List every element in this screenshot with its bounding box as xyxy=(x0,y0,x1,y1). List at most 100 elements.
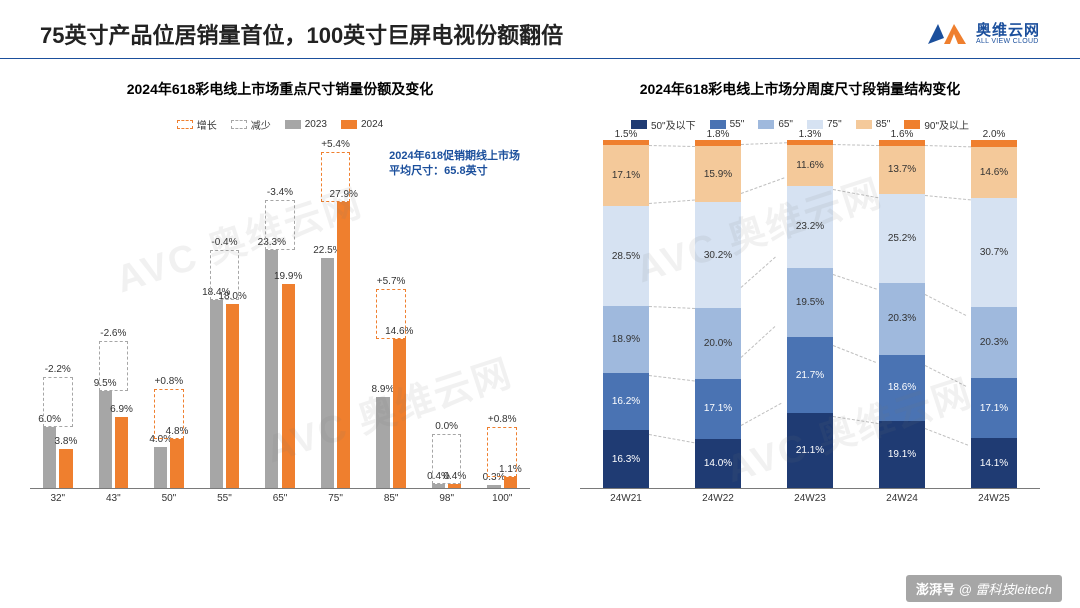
stack-seg-s65: 20.3% xyxy=(971,307,1017,379)
bar-2024-label: 1.1% xyxy=(499,464,522,475)
stack-seg-s85: 11.6% xyxy=(787,145,833,186)
bar-2023 xyxy=(210,300,223,488)
legend-item: 65" xyxy=(758,117,793,132)
x-tick-label: 24W21 xyxy=(580,489,672,510)
bar-2024 xyxy=(115,417,128,488)
stack-connector xyxy=(649,434,694,443)
legend-item: 减少 xyxy=(231,117,271,132)
legend-swatch xyxy=(285,120,301,129)
stacked-column: 14.0%17.1%20.0%30.2%15.9%1.8% xyxy=(695,140,741,488)
x-tick-label: 100" xyxy=(475,489,531,510)
stack-connector xyxy=(741,177,785,194)
stack-connector xyxy=(925,428,968,446)
left-chart-title: 2024年618彩电线上市场重点尺寸销量份额及变化 xyxy=(30,79,530,99)
left-x-axis: 32"43"50"55"65"75"85"98"100" xyxy=(30,488,530,510)
stack-seg-label: 19.1% xyxy=(888,449,916,460)
stack-seg-s65: 20.3% xyxy=(879,283,925,355)
x-tick-label: 24W23 xyxy=(764,489,856,510)
logo-en: ALL VIEW CLOUD xyxy=(976,38,1040,45)
left-chart-legend: 增长减少20232024 xyxy=(30,117,530,132)
credit-handle: @ 雷科技leitech xyxy=(959,582,1052,597)
legend-label: 90"及以上 xyxy=(924,117,969,132)
stack-seg-label: 20.3% xyxy=(980,337,1008,348)
stack-connector xyxy=(925,195,971,200)
stack-connector xyxy=(649,145,695,147)
x-tick-label: 32" xyxy=(30,489,86,510)
stack-seg-ge90: 2.0% xyxy=(971,140,1017,147)
stack-seg-label: 1.6% xyxy=(891,129,914,140)
stack-seg-s65: 19.5% xyxy=(787,268,833,337)
stack-connector xyxy=(649,375,695,381)
stacked-column: 19.1%18.6%20.3%25.2%13.7%1.6% xyxy=(879,140,925,488)
stack-seg-label: 23.2% xyxy=(796,221,824,232)
stack-seg-s75: 23.2% xyxy=(787,186,833,268)
logo-cn: 奥维云网 xyxy=(976,23,1040,38)
stack-seg-label: 21.1% xyxy=(796,445,824,456)
stack-seg-label: 20.0% xyxy=(704,338,732,349)
legend-item: 2024 xyxy=(341,117,383,132)
left-chart-plot: 6.0%3.8%-2.2%9.5%6.9%-2.6%4.0%4.8%+0.8%1… xyxy=(30,140,530,510)
brand-logo: 奥维云网 ALL VIEW CLOUD xyxy=(924,20,1040,48)
right-x-axis: 24W2124W2224W2324W2424W25 xyxy=(580,488,1040,510)
stack-seg-ge90: 1.6% xyxy=(879,140,925,146)
stack-seg-label: 30.7% xyxy=(980,247,1008,258)
delta-label: -0.4% xyxy=(210,237,240,248)
stacked-column: 14.1%17.1%20.3%30.7%14.6%2.0% xyxy=(971,140,1017,488)
legend-label: 50"及以下 xyxy=(651,117,696,132)
stack-seg-label: 1.3% xyxy=(799,129,822,140)
stack-seg-s55: 17.1% xyxy=(971,378,1017,438)
bar-area: 6.0%3.8%-2.2%9.5%6.9%-2.6%4.0%4.8%+0.8%1… xyxy=(30,140,530,488)
stack-seg-le50: 14.0% xyxy=(695,439,741,488)
stack-connector xyxy=(925,366,966,388)
x-tick-label: 24W25 xyxy=(948,489,1040,510)
stack-seg-label: 21.7% xyxy=(796,370,824,381)
x-tick-label: 65" xyxy=(252,489,308,510)
page-title: 75英寸产品位居销量首位，100英寸巨屏电视份额翻倍 xyxy=(40,18,563,50)
stack-connector xyxy=(833,345,876,363)
bar-2023 xyxy=(154,447,167,488)
stack-seg-label: 17.1% xyxy=(980,403,1008,414)
x-tick-label: 98" xyxy=(419,489,475,510)
right-chart-title: 2024年618彩电线上市场分周度尺寸段销量结构变化 xyxy=(550,79,1050,99)
stack-seg-s65: 18.9% xyxy=(603,306,649,373)
bar-2024-label: 14.6% xyxy=(385,326,413,337)
x-tick-label: 24W24 xyxy=(856,489,948,510)
stack-seg-label: 19.5% xyxy=(796,297,824,308)
stack-seg-s85: 14.6% xyxy=(971,147,1017,198)
stack-seg-label: 1.5% xyxy=(615,129,638,140)
bar-2024 xyxy=(170,439,183,488)
stack-seg-ge90: 1.5% xyxy=(603,140,649,145)
bar-2024-label: 19.9% xyxy=(274,271,302,282)
header: 75英寸产品位居销量首位，100英寸巨屏电视份额翻倍 奥维云网 ALL VIEW… xyxy=(0,0,1080,59)
delta-label: -2.6% xyxy=(99,328,129,339)
delta-label: -2.2% xyxy=(43,364,73,375)
bar-2024 xyxy=(59,449,72,488)
stack-seg-label: 2.0% xyxy=(983,129,1006,140)
stack-connector xyxy=(741,143,787,146)
stack-seg-label: 28.5% xyxy=(612,251,640,262)
legend-label: 75" xyxy=(827,119,842,130)
logo-text: 奥维云网 ALL VIEW CLOUD xyxy=(976,23,1040,45)
delta-label: +5.4% xyxy=(321,139,351,150)
delta-label: +5.7% xyxy=(376,276,406,287)
stack-area: 16.3%16.2%18.9%28.5%17.1%1.5%14.0%17.1%2… xyxy=(580,140,1040,488)
stack-connector xyxy=(833,189,878,198)
stack-seg-s85: 17.1% xyxy=(603,145,649,205)
bar-2024 xyxy=(282,284,295,488)
legend-item: 50"及以下 xyxy=(631,117,696,132)
stack-connector xyxy=(833,144,879,146)
stack-connector xyxy=(741,257,776,288)
bar-2023 xyxy=(265,250,278,488)
stack-seg-le50: 21.1% xyxy=(787,413,833,488)
delta-label: -3.4% xyxy=(265,187,295,198)
legend-swatch xyxy=(177,120,193,129)
bar-2023 xyxy=(376,397,389,488)
stack-seg-le50: 16.3% xyxy=(603,430,649,488)
legend-item: 90"及以上 xyxy=(904,117,969,132)
bar-2023-label: 8.9% xyxy=(372,384,395,395)
stack-seg-label: 15.9% xyxy=(704,169,732,180)
left-chart: 2024年618彩电线上市场重点尺寸销量份额及变化 增长减少20232024 2… xyxy=(30,79,530,510)
stack-seg-s65: 20.0% xyxy=(695,308,741,378)
stack-seg-s55: 17.1% xyxy=(695,379,741,439)
delta-label: +0.8% xyxy=(154,376,184,387)
